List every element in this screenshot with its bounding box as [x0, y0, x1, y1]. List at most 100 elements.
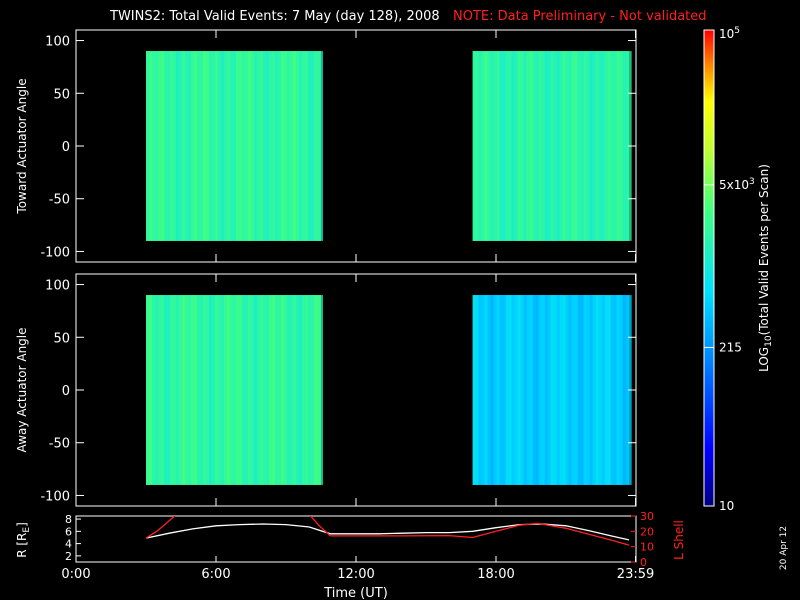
heatmap-column [544, 51, 548, 241]
y-tick-label: -100 [40, 489, 70, 504]
panel-away: -100 -50 0 50 100 Away Actuator Angle [15, 273, 637, 507]
y-tick-label: -50 [49, 437, 70, 452]
heatmap-column [571, 51, 575, 241]
heatmap-column [278, 295, 281, 485]
heatmap-column [302, 51, 305, 241]
heatmap-column [595, 295, 599, 485]
heatmap-column [478, 51, 482, 241]
heatmap-column [311, 51, 314, 241]
heatmap-block [472, 51, 632, 241]
heatmap-column [571, 295, 575, 485]
heatmap-column [508, 295, 512, 485]
heatmap-block [472, 295, 632, 485]
heatmap-column [248, 295, 251, 485]
heatmap-column [296, 295, 299, 485]
heatmap-column [149, 295, 152, 485]
heatmap-column [230, 51, 233, 241]
heatmap-column [538, 51, 542, 241]
heatmap-column [155, 51, 158, 241]
heatmap-column [287, 295, 290, 485]
heatmap-column [577, 295, 581, 485]
heatmap-column [625, 51, 629, 241]
heatmap-column [170, 295, 173, 485]
heatmap-column [610, 51, 614, 241]
heatmap-column [613, 295, 617, 485]
heatmap-column [559, 51, 563, 241]
heatmap-column [146, 295, 149, 485]
panel-orbit-right-axis: 0 10 20 30 [631, 510, 654, 569]
r-tick-label: 8 [65, 513, 72, 526]
heatmap-column [263, 295, 266, 485]
heatmap-column [511, 51, 515, 241]
heatmap-column [173, 51, 176, 241]
heatmap-column [535, 51, 539, 241]
heatmap-column [152, 295, 155, 485]
heatmap-column [520, 295, 524, 485]
heatmap-column [170, 51, 173, 241]
heatmap-column [182, 295, 185, 485]
lshell-series-line [309, 516, 331, 537]
heatmap-column [568, 51, 572, 241]
heatmap-column [281, 51, 284, 241]
panel-away-data [146, 295, 632, 485]
colorbar-tick-label: 105 [719, 26, 740, 41]
heatmap-column [526, 51, 530, 241]
heatmap-column [505, 295, 509, 485]
heatmap-column [553, 51, 557, 241]
heatmap-column [481, 51, 485, 241]
heatmap-column [317, 51, 320, 241]
heatmap-column [251, 51, 254, 241]
heatmap-column [601, 51, 605, 241]
heatmap-column [532, 51, 536, 241]
r-tick-label: 6 [65, 525, 72, 538]
heatmap-column [505, 51, 509, 241]
heatmap-column [299, 51, 302, 241]
lshell-axis-label: L Shell [672, 520, 686, 560]
heatmap-column [490, 51, 494, 241]
heatmap-column [197, 295, 200, 485]
heatmap-column [616, 295, 620, 485]
heatmap-column [251, 295, 254, 485]
heatmap-column [212, 51, 215, 241]
panel-orbit-frame [75, 515, 637, 563]
heatmap-column [221, 51, 224, 241]
heatmap-column [305, 51, 308, 241]
heatmap-column [550, 295, 554, 485]
heatmap-column [200, 295, 203, 485]
heatmap-column [194, 51, 197, 241]
heatmap-column [182, 51, 185, 241]
heatmap-column [290, 51, 293, 241]
heatmap-column [502, 295, 506, 485]
heatmap-column [230, 295, 233, 485]
heatmap-column [532, 295, 536, 485]
heatmap-column [245, 295, 248, 485]
heatmap-column [263, 51, 266, 241]
heatmap-column [526, 295, 530, 485]
heatmap-column [472, 295, 476, 485]
heatmap-column [529, 51, 533, 241]
heatmap-column [236, 295, 239, 485]
heatmap-column [224, 295, 227, 485]
heatmap-column [499, 51, 503, 241]
r-tick-label: 4 [65, 538, 72, 551]
heatmap-column [305, 295, 308, 485]
heatmap-column [191, 51, 194, 241]
heatmap-column [269, 51, 272, 241]
heatmap-column [574, 295, 578, 485]
heatmap-column [544, 295, 548, 485]
heatmap-column [158, 295, 161, 485]
heatmap-column [266, 295, 269, 485]
heatmap-column [604, 51, 608, 241]
heatmap-column [296, 51, 299, 241]
heatmap-column [278, 51, 281, 241]
heatmap-column [200, 51, 203, 241]
heatmap-column [487, 51, 491, 241]
heatmap-column [272, 295, 275, 485]
panel-toward-ylabel: Toward Actuator Angle [15, 78, 29, 214]
panel-away-y-axis: -100 -50 0 50 100 [40, 274, 637, 506]
heatmap-column [236, 51, 239, 241]
heatmap-column [541, 51, 545, 241]
heatmap-column [622, 51, 626, 241]
heatmap-column [212, 295, 215, 485]
